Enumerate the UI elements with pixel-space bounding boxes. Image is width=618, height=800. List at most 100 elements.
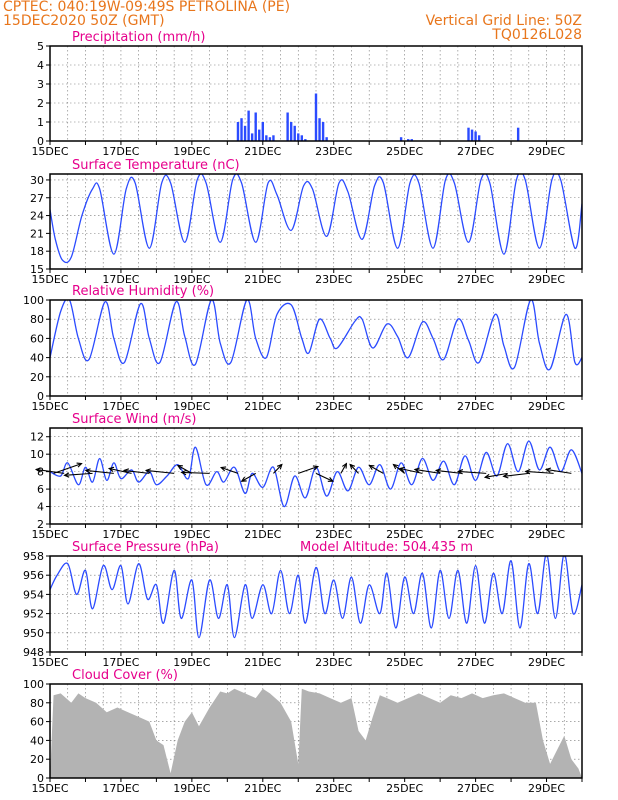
wind-arrow	[63, 472, 93, 478]
x-tick-label: 19DEC	[173, 400, 210, 413]
model-altitude-label: Model Altitude: 504.435 m	[300, 540, 473, 555]
x-tick-label: 25DEC	[386, 273, 423, 286]
header-run-time: 15DEC2020 50Z (GMT)	[3, 13, 165, 29]
wind-arrow	[240, 472, 256, 482]
x-tick-label: 25DEC	[386, 528, 423, 541]
x-tick-label: 25DEC	[386, 656, 423, 669]
x-tick-label: 21DEC	[244, 656, 281, 669]
precip-bar	[516, 127, 520, 141]
x-tick-label: 27DEC	[457, 145, 494, 158]
y-tick-label: 60	[30, 716, 44, 729]
x-tick-label: 19DEC	[173, 273, 210, 286]
precip-bar	[470, 129, 474, 141]
x-tick-label: 27DEC	[457, 656, 494, 669]
x-tick-label: 25DEC	[386, 782, 423, 795]
y-tick-label: 100	[23, 678, 44, 691]
precip-bar	[247, 110, 250, 141]
panel-frame	[49, 427, 583, 525]
precip-bar	[240, 118, 243, 141]
y-tick-label: 80	[30, 313, 44, 326]
x-tick-label: 27DEC	[457, 273, 494, 286]
x-tick-label: 15DEC	[31, 528, 68, 541]
precip-bar	[410, 139, 413, 141]
x-tick-label: 25DEC	[386, 400, 423, 413]
y-tick-label: 80	[30, 697, 44, 710]
wind-arrow	[298, 465, 320, 474]
x-tick-label: 23DEC	[315, 656, 352, 669]
precip-bar	[321, 122, 325, 141]
panel-rh: 0 20 40 60 80 100 15DEC 17DEC 19DEC 21DEC 23DEC 25D…	[23, 284, 583, 413]
y-tick-label: 0	[37, 772, 44, 785]
y-tick-label: 20	[30, 371, 44, 384]
y-tick-label: 954	[23, 588, 44, 601]
y-tick-label: 1	[37, 116, 44, 129]
x-tick-label: 17DEC	[102, 782, 139, 795]
panel-precip: 0 1 2 3 4 5 15DEC 17DEC 19DEC 21DEC 23DEC 25DEC 27DE…	[31, 30, 583, 158]
y-tick-label: 40	[30, 734, 44, 747]
x-tick-label: 19DEC	[173, 145, 210, 158]
panel-title: Precipitation (mm/h)	[72, 30, 205, 45]
x-tick-label: 17DEC	[102, 400, 139, 413]
y-tick-label: 27	[30, 192, 44, 205]
x-tick-label: 25DEC	[386, 145, 423, 158]
y-tick-label: 0	[37, 135, 44, 148]
x-tick-label: 27DEC	[457, 400, 494, 413]
precip-bar	[297, 133, 300, 141]
x-tick-label: 23DEC	[315, 782, 352, 795]
x-tick-label: 15DEC	[31, 782, 68, 795]
panel-frame	[49, 173, 583, 270]
y-tick-label: 18	[30, 245, 44, 258]
panel-pres: 948 950 952 954 956 958 15DEC 17DEC 19DEC 21DEC 23…	[23, 540, 583, 669]
y-tick-label: 2	[37, 518, 44, 531]
wind-arrow	[176, 464, 193, 474]
x-tick-label: 15DEC	[31, 400, 68, 413]
wind-arrow	[180, 469, 210, 476]
x-tick-label: 17DEC	[102, 273, 139, 286]
y-tick-label: 958	[23, 550, 44, 563]
x-tick-label: 23DEC	[315, 400, 352, 413]
y-tick-label: 6	[37, 483, 44, 496]
precip-bar	[243, 125, 247, 141]
precip-bar	[314, 93, 318, 141]
y-tick-label: 40	[30, 352, 44, 365]
panel-cloud: 0 20 40 60 80 100 15DEC 17DEC 19DEC 21DEC 23DEC 25D…	[23, 668, 583, 795]
y-tick-label: 20	[30, 753, 44, 766]
precip-bar	[250, 133, 254, 141]
x-tick-label: 15DEC	[31, 656, 68, 669]
y-tick-label: 956	[23, 569, 44, 582]
y-tick-label: 4	[37, 59, 44, 72]
panel-title: Surface Wind (m/s)	[72, 412, 196, 427]
wind-arrow	[368, 464, 384, 474]
wind-arrow	[392, 463, 406, 474]
precip-bar	[407, 139, 410, 141]
precip-bar	[477, 135, 481, 141]
wind-line	[50, 440, 582, 508]
x-tick-label: 15DEC	[31, 273, 68, 286]
precip-bar	[399, 137, 403, 141]
panel-title: Surface Temperature (nC)	[72, 158, 240, 173]
x-tick-label: 21DEC	[244, 782, 281, 795]
cloud-area	[50, 688, 582, 778]
panel-temp: 15 18 21 24 27 30 15DEC 17DEC 19DEC 21DEC 23DEC 25D…	[30, 158, 583, 286]
x-tick-label: 21DEC	[244, 528, 281, 541]
precip-bar	[467, 127, 470, 141]
x-tick-label: 27DEC	[457, 782, 494, 795]
precip-bar	[261, 122, 264, 141]
y-tick-label: 8	[37, 466, 44, 479]
x-tick-label: 27DEC	[457, 528, 494, 541]
wind-arrow	[544, 467, 572, 474]
wind-arrow	[340, 462, 348, 474]
wind-arrow	[219, 466, 239, 474]
wind-arrow	[456, 469, 487, 475]
precip-bar	[272, 135, 275, 141]
precip-bar	[236, 122, 240, 141]
precip-bar	[289, 122, 293, 141]
precip-bar	[265, 135, 268, 141]
y-tick-label: 3	[37, 78, 44, 91]
y-tick-label: 948	[23, 646, 44, 659]
precip-bar	[258, 129, 261, 141]
x-tick-label: 29DEC	[528, 782, 565, 795]
y-tick-label: 0	[37, 390, 44, 403]
precip-bar	[300, 135, 304, 141]
